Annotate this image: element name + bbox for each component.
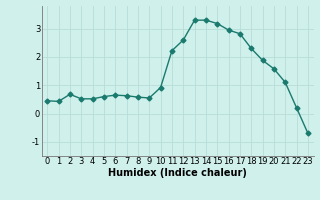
X-axis label: Humidex (Indice chaleur): Humidex (Indice chaleur) xyxy=(108,168,247,178)
